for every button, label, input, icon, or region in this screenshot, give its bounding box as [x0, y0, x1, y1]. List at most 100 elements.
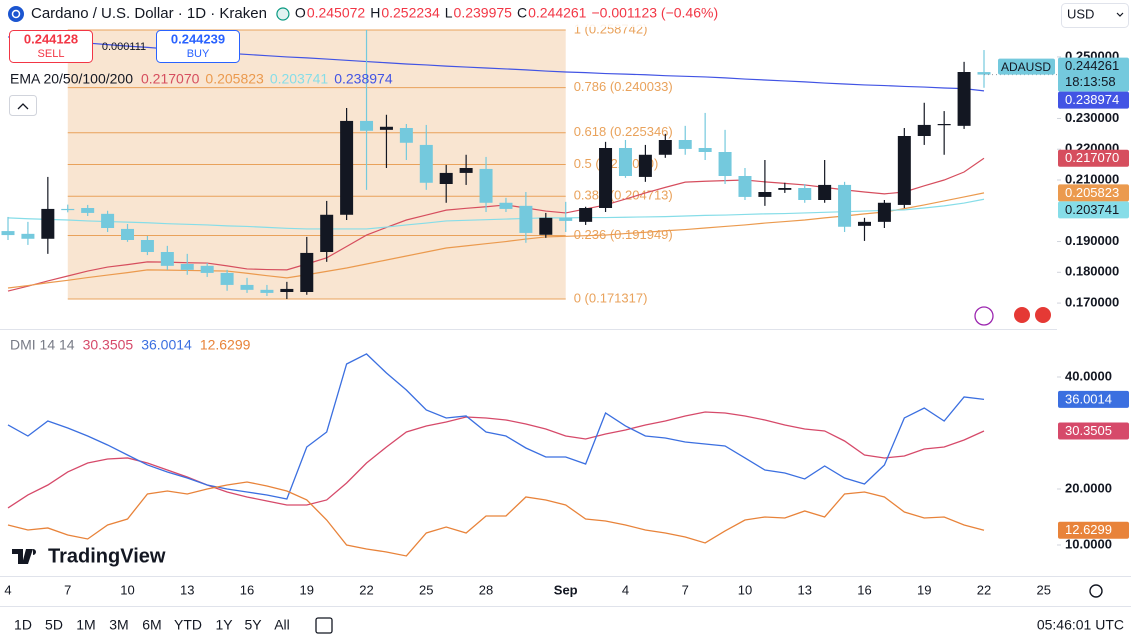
dmi-line	[7, 411, 985, 509]
indicator-value: 30.3505	[83, 337, 134, 353]
x-tick-label: 16	[857, 582, 871, 597]
candle-body	[778, 188, 792, 190]
timeframe-button[interactable]: All	[274, 617, 290, 633]
candle-body	[419, 144, 433, 183]
fib-label: 0.618 (0.225346)	[574, 124, 673, 139]
ohlc-label: H	[370, 5, 380, 21]
timeframe-button[interactable]: 1M	[76, 617, 95, 633]
ohlc-value: 0.239975	[454, 5, 513, 21]
symbol-tag-label: ADAUSD	[1001, 60, 1051, 74]
candle-body	[300, 252, 314, 292]
candle-body	[160, 252, 174, 266]
candle-body	[240, 284, 254, 290]
fib-label: 0.5 (0.215030)	[574, 156, 659, 171]
timeframe-button[interactable]: YTD	[174, 617, 202, 633]
candle-body	[818, 184, 832, 200]
dmi-tag-label: 30.3505	[1065, 423, 1112, 438]
x-tick-label: Sep	[554, 582, 578, 597]
date-range-icon[interactable]	[315, 617, 333, 634]
logo-text: TradingView	[48, 545, 166, 567]
x-tick-label: 28	[479, 582, 493, 597]
candle-body	[260, 289, 274, 293]
candle-body	[658, 140, 672, 155]
price-tag	[1058, 57, 1129, 92]
candle-body	[718, 152, 732, 176]
clock: 05:46:01 UTC	[1037, 617, 1124, 633]
x-tick-label: 13	[798, 582, 812, 597]
ema-tag	[1058, 184, 1129, 202]
timeframe-button[interactable]: 3M	[109, 617, 128, 633]
indicator-value: 0.238974	[334, 71, 393, 87]
y-tick-label: 0.210000	[1065, 171, 1119, 186]
candle-body	[140, 240, 154, 252]
ema-tag-label: 0.217070	[1065, 150, 1119, 165]
indicator-label: EMA 20/50/100/200	[10, 71, 133, 87]
candle-body	[439, 172, 453, 184]
flag-icon	[1012, 305, 1032, 325]
candle-body	[81, 208, 95, 213]
x-tick-label: 4	[4, 582, 11, 597]
x-tick-label: 25	[1037, 582, 1051, 597]
currency-label[interactable]: USD	[1067, 6, 1094, 21]
timeframe-button[interactable]: 6M	[142, 617, 161, 633]
ema-tag-label: 0.205823	[1065, 185, 1119, 200]
currency-select[interactable]	[1061, 3, 1129, 28]
candle-body	[897, 136, 911, 205]
ema-line	[7, 198, 985, 230]
candle-body	[459, 168, 473, 173]
candle-body	[121, 228, 135, 240]
x-tick-label: 25	[419, 582, 433, 597]
timeframe-button[interactable]: 5D	[45, 617, 63, 633]
x-tick-label: 10	[738, 582, 752, 597]
fib-label: 0.382 (0.204713)	[574, 188, 673, 203]
candle-body	[977, 72, 991, 75]
candle-body	[857, 221, 871, 226]
candle-body	[340, 120, 354, 215]
timeframe-button[interactable]: 5Y	[244, 617, 262, 633]
ohlc-label: C	[517, 5, 527, 21]
ema-tag-label: 0.238974	[1065, 92, 1119, 107]
collapse-button[interactable]	[9, 95, 37, 116]
x-tick-label: 16	[240, 582, 254, 597]
fib-label: 0 (0.171317)	[574, 290, 648, 305]
dmi-tag	[1058, 422, 1129, 440]
x-tick-label: 19	[300, 582, 314, 597]
candle-body	[678, 140, 692, 149]
candle-body	[539, 217, 553, 235]
collapse-icon[interactable]	[17, 103, 29, 110]
symbol-title: Cardano / U.S. Dollar · 1D · Kraken	[31, 5, 267, 22]
timeframe-button[interactable]: 1D	[14, 617, 32, 633]
sell-button[interactable]	[9, 30, 93, 63]
currency-chevron[interactable]	[1116, 12, 1124, 17]
ohlc-label: L	[445, 5, 453, 21]
spread: 0.000111	[102, 41, 146, 53]
indicator-value: 36.0014	[141, 337, 192, 353]
buy-price[interactable]: 0.244239	[171, 31, 225, 46]
buy-button[interactable]	[156, 30, 240, 63]
sell-label[interactable]: SELL	[38, 48, 65, 60]
settings-icon[interactable]	[1089, 584, 1103, 598]
coin-logo-inner	[11, 9, 21, 19]
candle-body	[21, 233, 35, 239]
candle-body	[917, 124, 931, 136]
candle-body	[379, 126, 393, 130]
x-tick-label: 7	[682, 582, 689, 597]
indicator-value: 0.217070	[141, 71, 200, 87]
dmi-line	[7, 481, 985, 557]
x-tick-label: 10	[120, 582, 134, 597]
candle-body	[519, 205, 533, 233]
dmi-tag-label: 36.0014	[1065, 391, 1112, 406]
candle-body	[579, 208, 593, 222]
candle-body	[320, 214, 334, 252]
candle-body	[798, 188, 812, 200]
ohlc-value: 0.252234	[381, 5, 440, 21]
timeframe-button[interactable]: 1Y	[215, 617, 233, 633]
candle-body	[61, 208, 75, 211]
flag-icon	[1033, 305, 1053, 325]
sell-price[interactable]: 0.244128	[24, 31, 78, 46]
buy-label[interactable]: BUY	[187, 48, 210, 60]
y-tick-label: 10.0000	[1065, 536, 1112, 551]
candle-body	[559, 217, 573, 221]
ohlc-value: 0.244261	[528, 5, 587, 21]
